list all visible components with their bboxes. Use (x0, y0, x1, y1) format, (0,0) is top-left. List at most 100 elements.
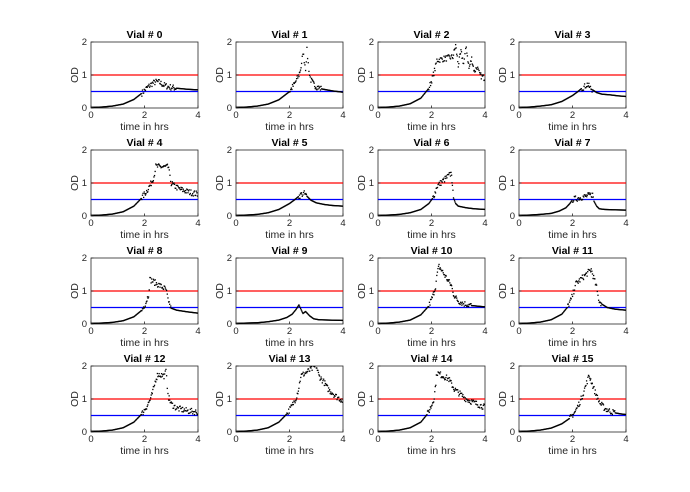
y-axis-label: OD (69, 283, 81, 299)
data-point (455, 47, 457, 49)
data-point (433, 401, 435, 403)
data-point (424, 416, 426, 418)
data-point (445, 376, 447, 379)
data-point (171, 402, 174, 404)
data-point (457, 300, 459, 303)
x-axis-label: time in hrs (120, 337, 168, 349)
data-point (461, 57, 464, 59)
data-point (292, 85, 294, 87)
data-point (315, 363, 316, 364)
data-point (471, 56, 473, 58)
data-point (162, 165, 165, 168)
data-point (426, 89, 428, 92)
data-point (169, 180, 172, 183)
data-point (440, 180, 443, 182)
data-point (298, 304, 300, 306)
data-point (157, 79, 160, 81)
y-tick-label: 2 (227, 37, 232, 48)
data-point (448, 279, 450, 281)
data-point (482, 74, 485, 76)
data-point (144, 305, 146, 307)
subplot-vial-2: 0 2 4 0 1 2 Vial # 2 time in hrs OD (356, 29, 488, 133)
data-point (171, 181, 174, 183)
data-point (317, 371, 320, 374)
data-point (442, 60, 445, 62)
x-axis-label: time in hrs (407, 121, 455, 133)
data-point (168, 301, 170, 303)
data-point (306, 46, 308, 49)
data-point (429, 84, 432, 87)
data-point (146, 296, 149, 298)
data-point (474, 400, 476, 402)
y-tick-label: 0 (82, 103, 87, 114)
data-point (158, 164, 160, 166)
data-point (475, 403, 477, 405)
data-point (293, 400, 296, 402)
data-point (156, 80, 158, 82)
data-point (449, 171, 451, 174)
data-point (428, 306, 430, 308)
y-tick-label: 2 (369, 145, 374, 156)
data-point (341, 398, 343, 400)
data-point (426, 89, 429, 91)
data-point (310, 367, 312, 369)
data-point (593, 274, 595, 277)
data-point (571, 415, 573, 417)
x-axis-label: time in hrs (407, 229, 455, 241)
data-point (301, 311, 304, 313)
data-point (177, 185, 179, 188)
data-point (589, 379, 591, 381)
data-point (163, 373, 166, 375)
data-point (424, 309, 426, 311)
y-tick-label: 1 (227, 286, 232, 297)
data-point (592, 196, 594, 198)
data-point (145, 408, 148, 410)
data-point (154, 284, 156, 286)
subplot-vial-0: 0 2 4 0 1 2 Vial # 0 time in hrs OD (69, 29, 201, 133)
y-tick-label: 2 (82, 145, 87, 156)
data-point (579, 197, 581, 199)
data-point (151, 81, 154, 83)
data-point (456, 53, 458, 55)
data-point (444, 276, 446, 278)
data-point (431, 82, 433, 84)
data-point (290, 404, 293, 407)
data-point (421, 95, 423, 98)
data-point (425, 414, 427, 417)
data-point (145, 189, 148, 192)
data-points (236, 46, 343, 108)
x-tick-label: 0 (516, 434, 521, 445)
data-point (459, 303, 461, 306)
data-point (581, 277, 583, 279)
data-point (568, 301, 571, 303)
data-point (324, 382, 327, 385)
data-point (179, 188, 181, 190)
data-point (561, 313, 563, 315)
data-point (422, 419, 424, 421)
y-axis-label: OD (214, 67, 226, 83)
data-point (584, 274, 586, 277)
data-point (324, 380, 326, 382)
data-point (296, 397, 298, 399)
data-point (442, 178, 445, 181)
data-point (306, 57, 309, 60)
data-point (588, 82, 590, 84)
data-point (173, 182, 175, 184)
data-point (160, 283, 162, 286)
data-point (425, 308, 427, 310)
y-axis-label: OD (214, 175, 226, 191)
x-tick-label: 4 (623, 434, 628, 445)
y-axis-label: OD (214, 391, 226, 407)
data-point (140, 413, 142, 416)
data-point (584, 194, 586, 196)
data-point (309, 370, 311, 372)
data-point (434, 191, 436, 193)
x-tick-label: 2 (142, 326, 147, 337)
data-point (147, 188, 150, 191)
data-point (425, 90, 428, 92)
data-point (156, 283, 158, 285)
data-point (159, 286, 161, 288)
x-tick-label: 2 (570, 326, 575, 337)
data-point (444, 378, 446, 380)
data-point (586, 275, 588, 277)
